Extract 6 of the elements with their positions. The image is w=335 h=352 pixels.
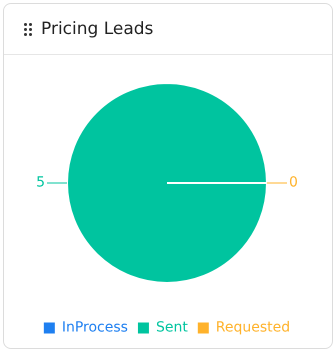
legend-label: InProcess — [62, 320, 128, 336]
legend-label: Requested — [216, 320, 290, 336]
text: 0 — [289, 174, 298, 191]
chart-title: Pricing Leads — [41, 19, 154, 39]
legend-label: Sent — [156, 320, 188, 336]
data-label: 5 — [36, 174, 45, 191]
